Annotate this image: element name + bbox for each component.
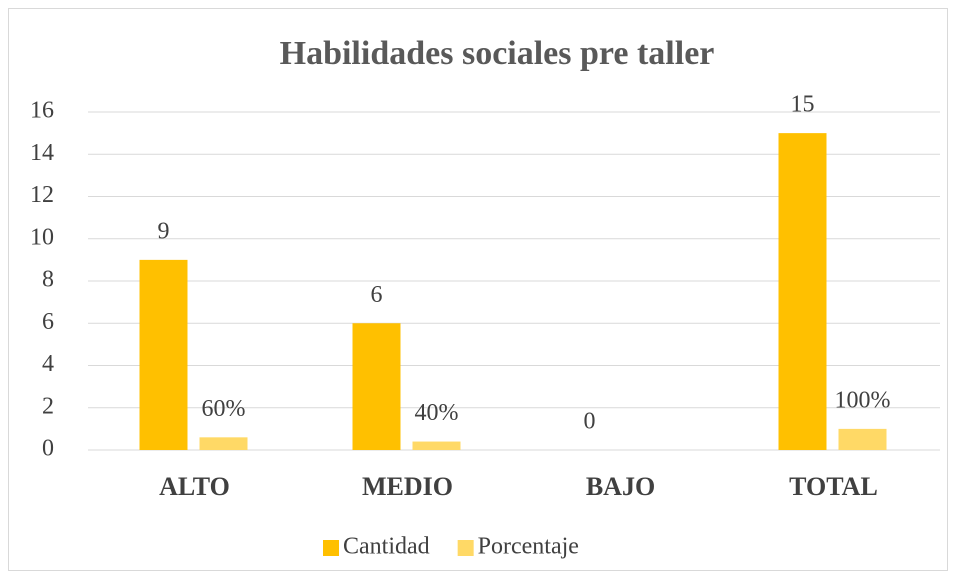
bar (139, 259, 188, 450)
y-tick-label: 16 (30, 98, 54, 124)
bar (412, 441, 461, 450)
x-tick-label: ALTO (159, 472, 230, 501)
y-tick-label: 2 (42, 393, 54, 419)
x-tick-label: TOTAL (789, 472, 878, 501)
y-tick-label: 0 (42, 436, 54, 462)
x-tick-label: BAJO (586, 472, 655, 501)
y-tick-label: 14 (30, 140, 54, 166)
data-label: 9 (158, 218, 170, 244)
data-label: 40% (415, 400, 459, 426)
data-label: 15 (791, 92, 815, 118)
bar (352, 323, 401, 450)
legend-swatch (457, 540, 474, 556)
y-tick-label: 8 (42, 267, 54, 293)
y-tick-label: 10 (30, 224, 54, 250)
bar (838, 428, 887, 450)
data-label: 0 (584, 409, 596, 435)
legend-swatch (323, 540, 339, 556)
chart-title: Habilidades sociales pre taller (280, 35, 715, 72)
legend-label: Cantidad (343, 534, 430, 560)
data-label: 6 (371, 282, 383, 308)
data-label: 100% (835, 387, 891, 413)
x-tick-label: MEDIO (362, 472, 453, 501)
bar (199, 437, 248, 450)
y-tick-label: 4 (42, 351, 54, 377)
data-label: 60% (202, 396, 246, 422)
y-tick-label: 6 (42, 309, 54, 335)
legend-label: Porcentaje (478, 534, 579, 560)
y-tick-label: 12 (30, 182, 54, 208)
bar (778, 133, 827, 450)
